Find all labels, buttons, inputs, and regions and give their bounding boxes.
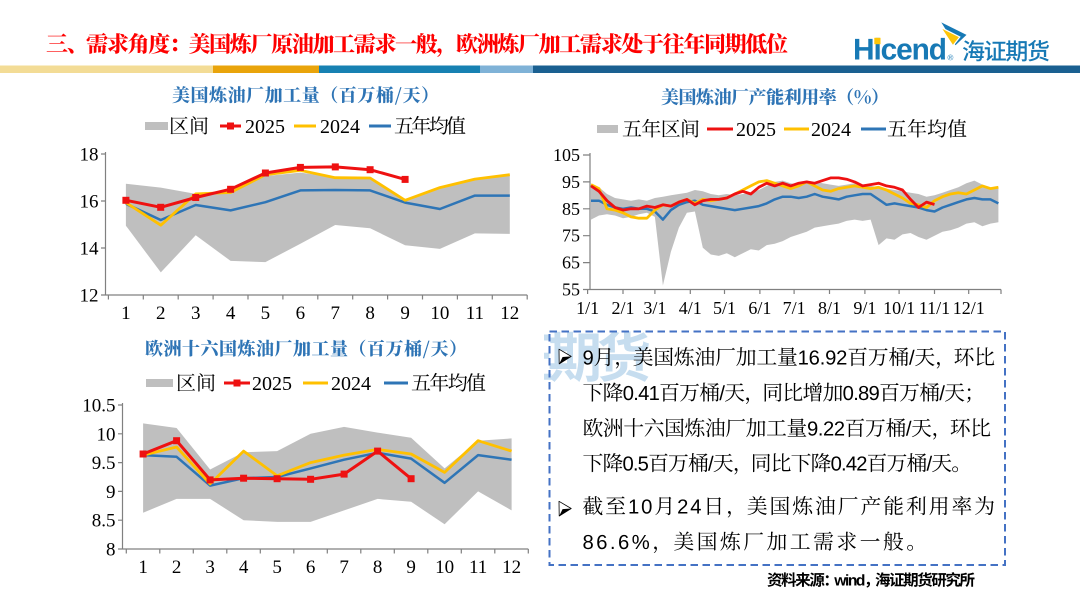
svg-text:55: 55 <box>562 280 580 300</box>
svg-text:2025: 2025 <box>736 119 776 141</box>
svg-text:12: 12 <box>80 286 99 307</box>
svg-text:2024: 2024 <box>331 373 371 395</box>
svg-text:85: 85 <box>562 199 580 219</box>
svg-text:2: 2 <box>156 303 166 324</box>
svg-text:10: 10 <box>430 303 449 324</box>
svg-text:8/1: 8/1 <box>818 298 841 318</box>
svg-text:10/1: 10/1 <box>883 298 915 318</box>
svg-text:4: 4 <box>226 303 236 324</box>
svg-text:12: 12 <box>500 303 519 324</box>
svg-text:2024: 2024 <box>320 116 360 138</box>
svg-text:18: 18 <box>80 145 99 166</box>
svg-text:65: 65 <box>562 253 580 273</box>
svg-text:2/1: 2/1 <box>611 298 634 318</box>
svg-text:9/1: 9/1 <box>853 298 876 318</box>
svg-text:9: 9 <box>106 482 116 503</box>
svg-text:8: 8 <box>373 557 383 578</box>
svg-text:3: 3 <box>191 303 201 324</box>
svg-text:10: 10 <box>97 424 116 445</box>
svg-text:5: 5 <box>272 557 282 578</box>
svg-text:7: 7 <box>330 303 340 324</box>
svg-text:9: 9 <box>406 557 416 578</box>
svg-text:3/1: 3/1 <box>643 298 666 318</box>
svg-text:10: 10 <box>435 557 454 578</box>
svg-text:7: 7 <box>339 557 349 578</box>
svg-text:1: 1 <box>121 303 131 324</box>
svg-text:11: 11 <box>469 557 487 578</box>
svg-text:3: 3 <box>205 557 215 578</box>
svg-text:10.5: 10.5 <box>82 396 115 417</box>
svg-text:8: 8 <box>106 540 116 561</box>
svg-text:9.5: 9.5 <box>92 453 116 474</box>
svg-text:2025: 2025 <box>245 116 285 138</box>
svg-text:2: 2 <box>172 557 182 578</box>
svg-text:8.5: 8.5 <box>92 511 116 532</box>
svg-text:8: 8 <box>365 303 375 324</box>
svg-text:11: 11 <box>466 303 484 324</box>
svg-text:6: 6 <box>296 303 306 324</box>
svg-text:5/1: 5/1 <box>713 298 736 318</box>
svg-text:12/1: 12/1 <box>953 298 985 318</box>
svg-text:105: 105 <box>553 145 580 165</box>
svg-text:6: 6 <box>306 557 316 578</box>
svg-text:11/1: 11/1 <box>919 298 950 318</box>
svg-text:9: 9 <box>400 303 410 324</box>
svg-text:7/1: 7/1 <box>783 298 806 318</box>
svg-text:6/1: 6/1 <box>748 298 771 318</box>
svg-text:1/1: 1/1 <box>576 298 599 318</box>
svg-text:2025: 2025 <box>252 373 292 395</box>
svg-text:4/1: 4/1 <box>679 298 702 318</box>
svg-text:1: 1 <box>138 557 148 578</box>
svg-text:16: 16 <box>80 192 99 213</box>
svg-text:12: 12 <box>502 557 521 578</box>
svg-text:14: 14 <box>80 239 100 260</box>
svg-text:5: 5 <box>261 303 271 324</box>
svg-text:4: 4 <box>239 557 249 578</box>
svg-text:95: 95 <box>562 172 580 192</box>
svg-text:75: 75 <box>562 226 580 246</box>
svg-text:2024: 2024 <box>811 119 851 141</box>
